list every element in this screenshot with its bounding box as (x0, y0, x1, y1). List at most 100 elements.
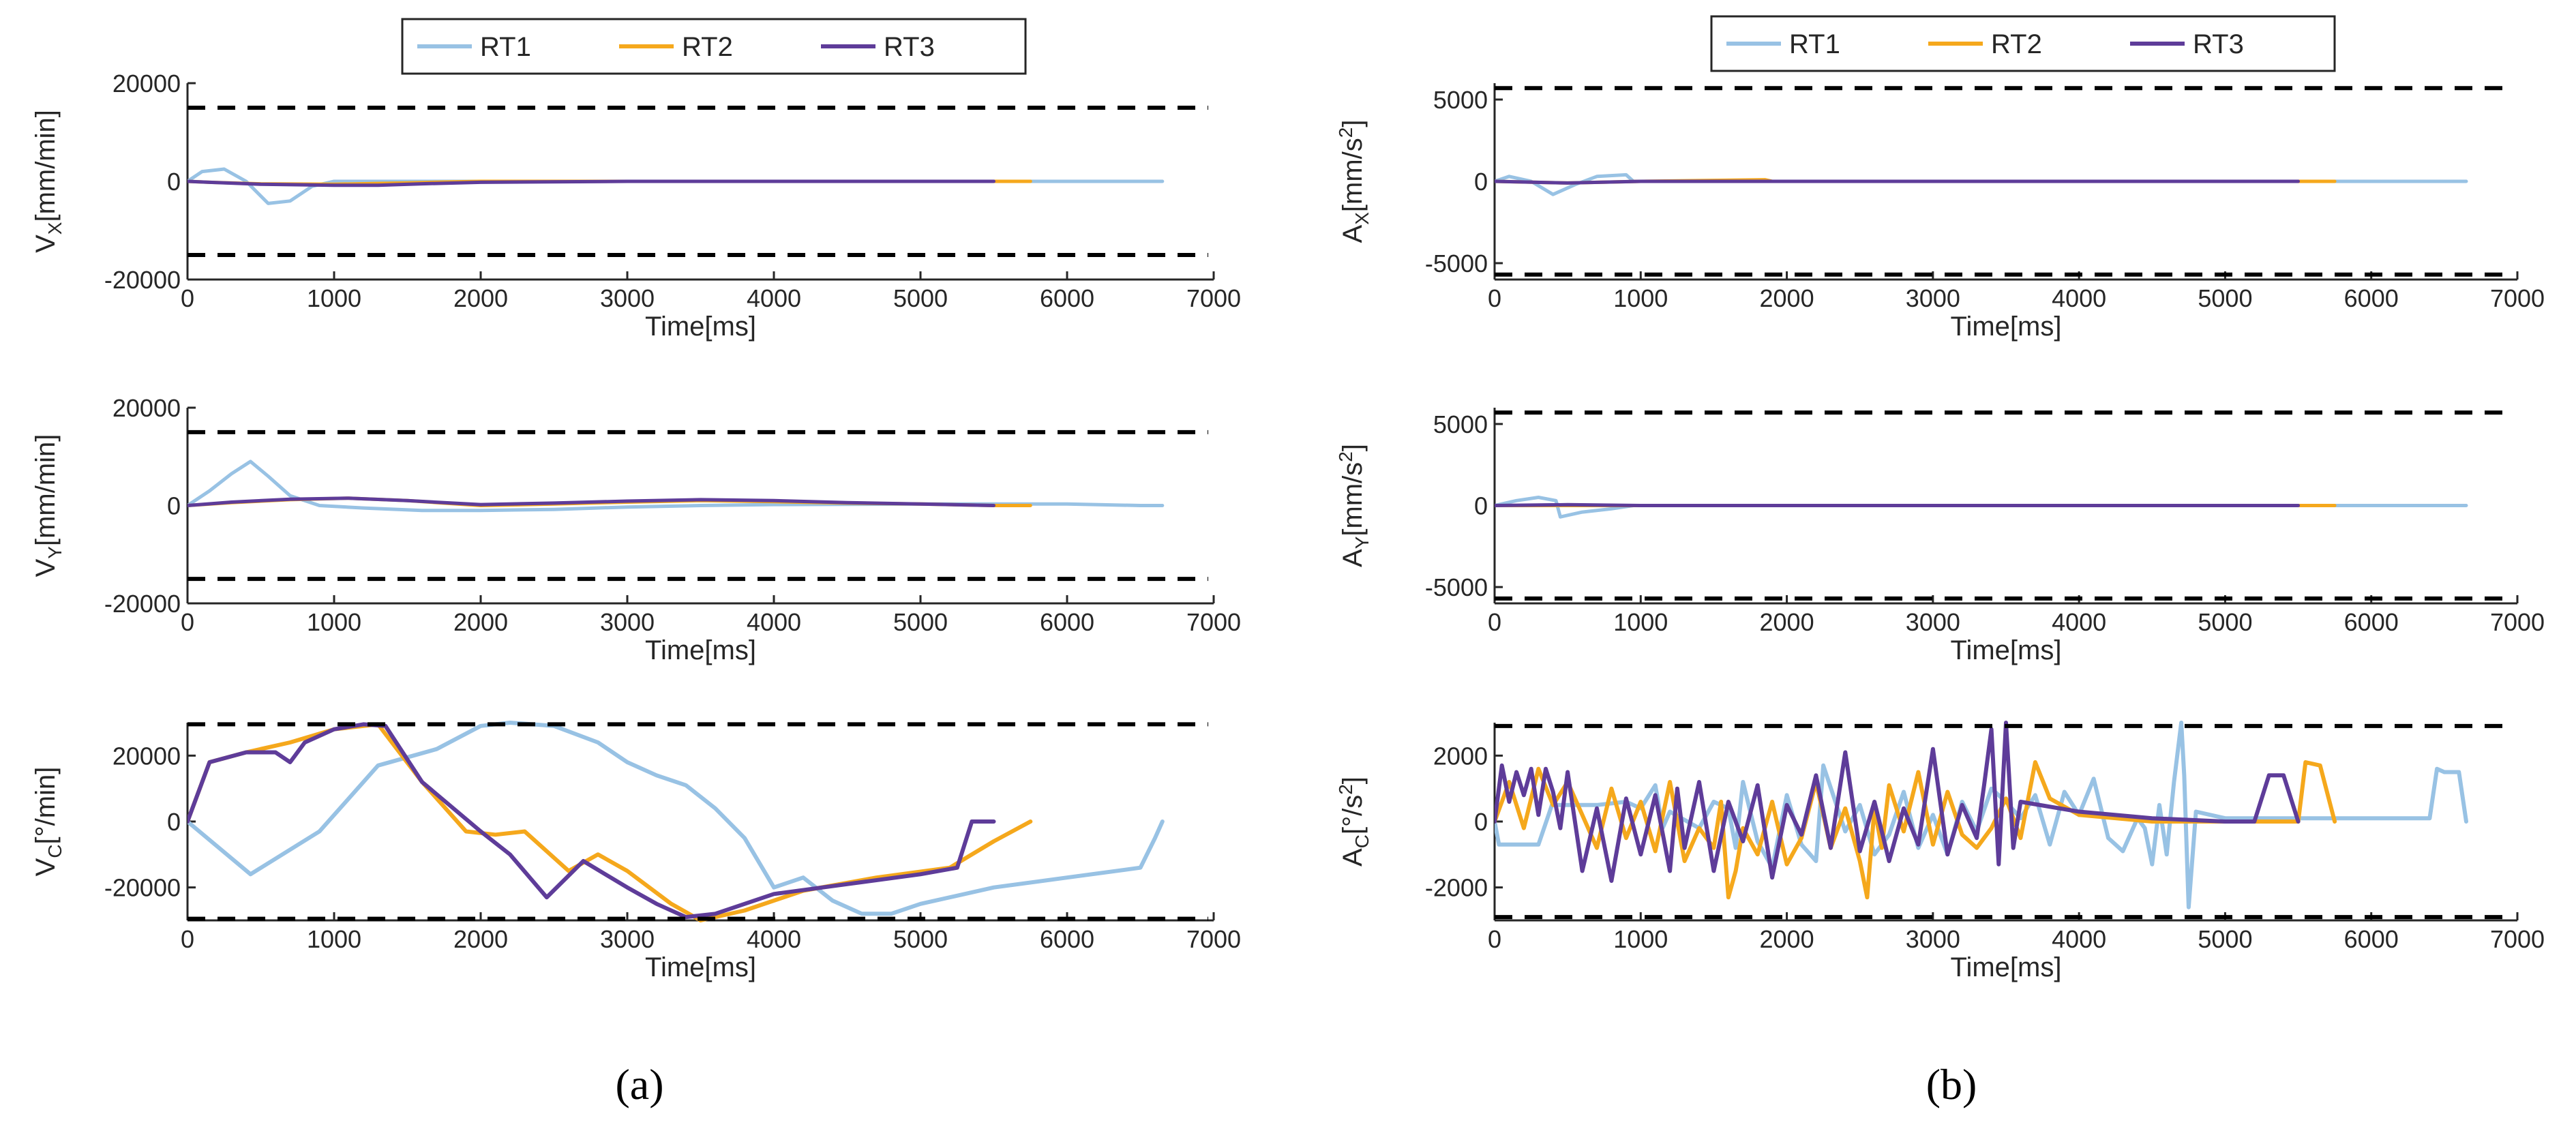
vy-y-label-unit: [mm/min] (31, 434, 61, 546)
ac-y-tick-label: -2000 (1425, 874, 1488, 902)
vy-y-label-main: V (31, 558, 61, 577)
vc-x-tick-label: 7000 (1186, 925, 1241, 953)
legend-b-label-rt3: RT3 (2193, 29, 2244, 59)
ax-y-label-sup: 2 (1335, 127, 1356, 138)
vc-y-label-main: V (31, 858, 61, 876)
ay-y-label-sup: 2 (1335, 451, 1356, 462)
vx-y-label-unit: [mm/min] (31, 110, 61, 222)
vy-x-tick-label: 3000 (600, 608, 655, 636)
vc-y-tick-label: 20000 (113, 742, 181, 770)
vc-y-tick-label: 0 (167, 808, 181, 836)
ay-y-label-main: A (1338, 549, 1368, 567)
vx-x-tick-label: 3000 (600, 284, 655, 312)
ax-y-label-sub: X (1351, 212, 1373, 225)
vx-y-label-main: V (31, 235, 61, 253)
ay-x-tick-label: 2000 (1760, 608, 1814, 636)
vx-series-rt3 (188, 179, 995, 187)
chart-vy: 0 1000 2000 3000 4000 5000 6000 7000-2000002000… (31, 394, 1241, 665)
vx-x-tick-label: 0 (181, 284, 194, 312)
ac-y-label-sup: 2 (1335, 784, 1356, 795)
vc-x-label: Time[ms] (645, 952, 756, 982)
vx-y-label: VX[mm/min] (31, 110, 65, 253)
ax-series-rt3 (1495, 179, 2301, 185)
chart-vc: 0 1000 2000 3000 4000 5000 6000 7000-2000002000… (31, 721, 1241, 982)
ay-y-tick-label: 5000 (1433, 410, 1488, 438)
vc-series-rt3 (188, 722, 996, 920)
vx-x-tick-label: 2000 (453, 284, 508, 312)
vx-y-tick-label: 0 (167, 168, 181, 196)
chart-ax: 0 1000 2000 3000 4000 5000 6000 7000-500005000T… (1335, 83, 2545, 342)
vy-y-label: VY[mm/min] (31, 434, 65, 577)
ay-y-label: AY[mm/s2] (1335, 444, 1373, 567)
ac-x-tick-label: 2000 (1760, 925, 1814, 953)
vc-x-tick-label: 4000 (747, 925, 801, 953)
ay-series-group (1495, 496, 2468, 519)
ax-y-tick-label: 0 (1474, 168, 1488, 196)
ac-y-tick-label: 0 (1474, 808, 1488, 836)
ay-y-label-unit: [mm/s (1338, 462, 1368, 537)
vc-y-label: VC[°/min] (31, 767, 65, 877)
legend-b-label-rt1: RT1 (1789, 29, 1840, 59)
ax-x-tick-label: 6000 (2344, 284, 2399, 312)
vc-x-tick-label: 2000 (453, 925, 508, 953)
ac-x-tick-label: 4000 (2052, 925, 2106, 953)
ay-x-tick-label: 4000 (2052, 608, 2106, 636)
vy-series-rt3 (188, 496, 995, 507)
vc-x-tick-label: 1000 (307, 925, 361, 953)
ac-x-label: Time[ms] (1951, 952, 2062, 982)
ax-y-tick-label: -5000 (1425, 250, 1488, 277)
vy-y-label-sub: Y (44, 546, 65, 559)
ac-y-label: AC[°/s2] (1335, 777, 1373, 867)
vy-series-group (188, 460, 1165, 513)
ac-x-tick-label: 3000 (1906, 925, 1960, 953)
vc-y-label-unit: [°/min] (31, 767, 61, 845)
vx-x-tick-label: 1000 (307, 284, 361, 312)
charts-layer: 0 1000 2000 3000 4000 5000 6000 7000-2000002000… (31, 70, 2545, 982)
vx-x-tick-label: 6000 (1040, 284, 1094, 312)
ay-x-tick-label: 0 (1488, 608, 1501, 636)
legend-a-label-rt1: RT1 (480, 32, 531, 62)
vc-x-tick-label: 0 (181, 925, 194, 953)
ac-series-rt3 (1495, 721, 2301, 883)
ax-y-label: AX[mm/s2] (1335, 120, 1373, 243)
ay-x-label: Time[ms] (1951, 635, 2062, 665)
vy-x-tick-label: 2000 (453, 608, 508, 636)
ax-x-tick-label: 2000 (1760, 284, 1814, 312)
legend-a-label-rt2: RT2 (682, 32, 733, 62)
ac-y-label-sub: C (1351, 834, 1373, 848)
ay-y-label-end: ] (1338, 444, 1368, 451)
vc-x-tick-label: 5000 (893, 925, 948, 953)
ax-x-tick-label: 1000 (1613, 284, 1668, 312)
vc-series-group (188, 721, 1165, 922)
ac-x-tick-label: 7000 (2490, 925, 2545, 953)
panel-label-b: (b) (1926, 1060, 1977, 1109)
legend-b-label-rt2: RT2 (1991, 29, 2042, 59)
vy-x-tick-label: 5000 (893, 608, 948, 636)
vx-y-tick-label: -20000 (104, 266, 181, 294)
chart-vx: 0 1000 2000 3000 4000 5000 6000 7000-2000002000… (31, 70, 1241, 342)
ax-y-label-main: A (1338, 224, 1368, 243)
ax-x-label: Time[ms] (1951, 312, 2062, 342)
vy-x-tick-label: 0 (181, 608, 194, 636)
vy-x-tick-label: 6000 (1040, 608, 1094, 636)
vx-x-tick-label: 7000 (1186, 284, 1241, 312)
vy-y-tick-label: -20000 (104, 590, 181, 618)
ac-series-group (1495, 721, 2468, 909)
vx-y-tick-label: 20000 (113, 70, 181, 97)
ax-x-tick-label: 4000 (2052, 284, 2106, 312)
ac-x-tick-label: 1000 (1613, 925, 1668, 953)
vy-x-tick-label: 4000 (747, 608, 801, 636)
ax-x-tick-label: 3000 (1906, 284, 1960, 312)
vy-y-tick-label: 0 (167, 492, 181, 520)
vy-y-tick-label: 20000 (113, 394, 181, 422)
ac-x-tick-label: 6000 (2344, 925, 2399, 953)
vy-x-label: Time[ms] (645, 635, 756, 665)
ac-y-label-unit: [°/s (1338, 795, 1368, 834)
ax-series-group (1495, 172, 2468, 196)
ac-y-tick-label: 2000 (1433, 742, 1488, 770)
ac-y-label-main: A (1338, 848, 1368, 867)
ac-x-tick-label: 5000 (2198, 925, 2252, 953)
ax-x-tick-label: 0 (1488, 284, 1501, 312)
